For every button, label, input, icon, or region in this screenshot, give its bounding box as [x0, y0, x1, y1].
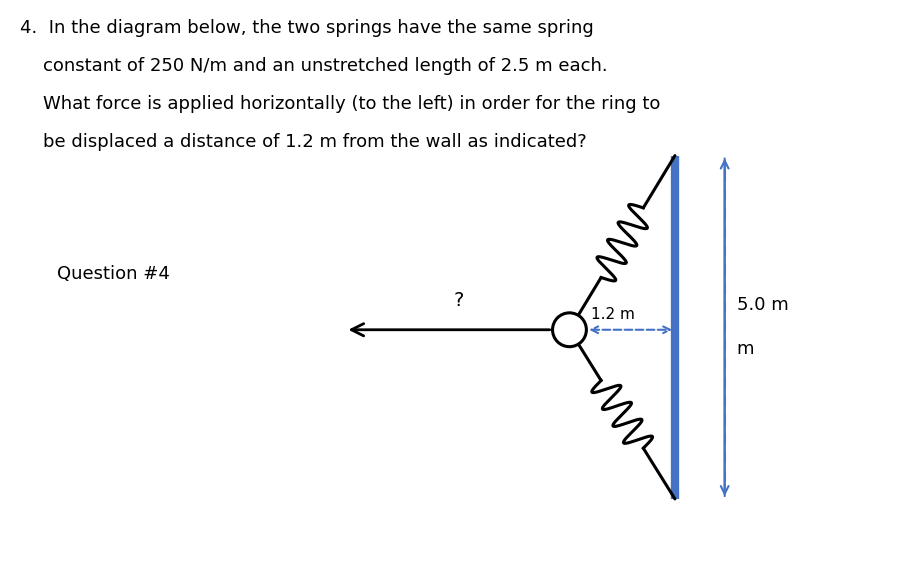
Text: constant of 250 N/m and an unstretched length of 2.5 m each.: constant of 250 N/m and an unstretched l…: [20, 57, 607, 75]
Text: be displaced a distance of 1.2 m from the wall as indicated?: be displaced a distance of 1.2 m from th…: [20, 133, 587, 151]
Text: 4.  In the diagram below, the two springs have the same spring: 4. In the diagram below, the two springs…: [20, 19, 594, 37]
Text: Question #4: Question #4: [57, 265, 170, 283]
Text: What force is applied horizontally (to the left) in order for the ring to: What force is applied horizontally (to t…: [20, 95, 661, 113]
Text: 5.0 m: 5.0 m: [737, 296, 789, 314]
Text: 1.2 m: 1.2 m: [591, 307, 635, 322]
Text: ?: ?: [454, 291, 464, 310]
Circle shape: [552, 313, 586, 347]
Text: m: m: [737, 340, 754, 358]
